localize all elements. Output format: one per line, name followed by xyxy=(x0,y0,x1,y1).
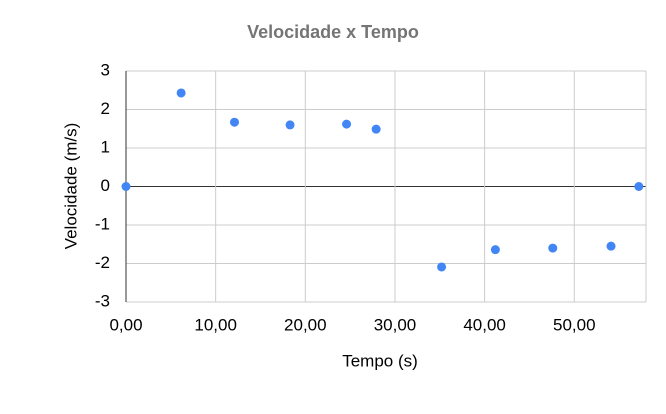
x-axis-label: Tempo (s) xyxy=(342,351,418,370)
y-tick-label: -2 xyxy=(95,253,110,272)
point xyxy=(606,241,616,251)
point xyxy=(342,119,352,129)
chart-title: Velocidade x Tempo xyxy=(247,22,419,42)
y-tick-label: 2 xyxy=(101,99,110,118)
y-axis-label: Velocidade (m/s) xyxy=(61,123,80,250)
point xyxy=(229,117,239,127)
y-tick-label: 0 xyxy=(101,176,110,195)
x-tick-label: 20,00 xyxy=(284,315,327,334)
point xyxy=(121,182,131,191)
x-tick-label: 30,00 xyxy=(374,315,417,334)
point xyxy=(285,120,295,130)
y-tick-label: 1 xyxy=(101,137,110,156)
x-tick-label: 40,00 xyxy=(463,315,506,334)
point xyxy=(176,88,186,98)
x-tick-label: 50,00 xyxy=(553,315,596,334)
point xyxy=(371,124,381,134)
point xyxy=(437,262,447,272)
x-tick-label: 0,00 xyxy=(109,315,142,334)
point xyxy=(634,182,644,191)
y-tick-label: -3 xyxy=(95,291,110,310)
point xyxy=(490,245,500,255)
y-tick-label: -1 xyxy=(95,214,110,233)
x-tick-label: 10,00 xyxy=(194,315,237,334)
y-tick-label: 3 xyxy=(101,60,110,79)
point xyxy=(548,243,558,253)
